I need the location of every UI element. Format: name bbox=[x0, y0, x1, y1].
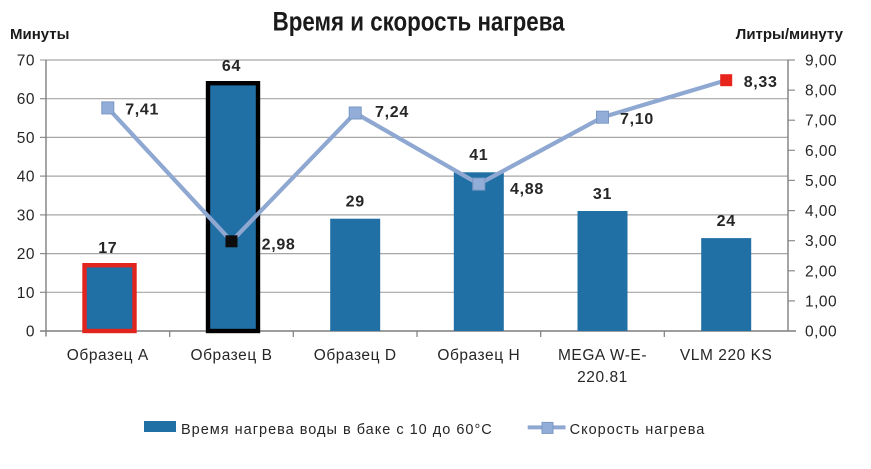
svg-text:64: 64 bbox=[222, 58, 241, 75]
svg-text:41: 41 bbox=[469, 147, 488, 164]
svg-text:3,00: 3,00 bbox=[805, 233, 837, 250]
svg-text:20: 20 bbox=[17, 246, 35, 263]
svg-text:VLM 220 KS: VLM 220 KS bbox=[680, 347, 773, 364]
svg-text:7,41: 7,41 bbox=[125, 102, 159, 119]
svg-text:6,00: 6,00 bbox=[805, 143, 837, 160]
svg-text:24: 24 bbox=[717, 213, 736, 230]
svg-text:Образец B: Образец B bbox=[190, 347, 272, 364]
svg-text:17: 17 bbox=[98, 240, 117, 257]
svg-text:8,00: 8,00 bbox=[805, 83, 837, 100]
svg-text:7,10: 7,10 bbox=[620, 111, 654, 128]
svg-text:40: 40 bbox=[17, 169, 35, 186]
svg-text:29: 29 bbox=[346, 194, 365, 211]
svg-text:MEGA W-E-: MEGA W-E- bbox=[558, 347, 647, 364]
svg-text:1,00: 1,00 bbox=[805, 293, 837, 310]
svg-text:Образец D: Образец D bbox=[314, 347, 397, 364]
svg-text:50: 50 bbox=[17, 130, 35, 147]
svg-text:Литры/минуту: Литры/минуту bbox=[736, 26, 844, 43]
svg-text:Скорость нагрева: Скорость нагрева bbox=[570, 422, 706, 438]
svg-text:7,24: 7,24 bbox=[375, 104, 409, 121]
svg-text:0,00: 0,00 bbox=[805, 324, 837, 341]
svg-text:Время и скорость нагрева: Время и скорость нагрева bbox=[273, 7, 565, 37]
svg-text:2,98: 2,98 bbox=[262, 237, 296, 254]
svg-text:5,00: 5,00 bbox=[805, 173, 837, 190]
svg-text:4,88: 4,88 bbox=[510, 181, 544, 198]
svg-text:Образец A: Образец A bbox=[67, 347, 149, 364]
svg-text:2,00: 2,00 bbox=[805, 263, 837, 280]
svg-text:220.81: 220.81 bbox=[577, 369, 628, 386]
svg-text:0: 0 bbox=[26, 324, 35, 341]
svg-text:Образец H: Образец H bbox=[437, 347, 520, 364]
svg-text:60: 60 bbox=[17, 91, 35, 108]
svg-text:8,33: 8,33 bbox=[744, 74, 778, 91]
svg-text:70: 70 bbox=[17, 53, 35, 70]
svg-text:10: 10 bbox=[17, 285, 35, 302]
svg-text:31: 31 bbox=[593, 186, 612, 203]
svg-text:4,00: 4,00 bbox=[805, 203, 837, 220]
svg-text:7,00: 7,00 bbox=[805, 113, 837, 130]
svg-text:Время нагрева воды в баке с 10: Время нагрева воды в баке с 10 до 60°С bbox=[181, 422, 493, 438]
svg-text:9,00: 9,00 bbox=[805, 53, 837, 70]
svg-text:30: 30 bbox=[17, 207, 35, 224]
svg-text:Минуты: Минуты bbox=[10, 26, 69, 43]
